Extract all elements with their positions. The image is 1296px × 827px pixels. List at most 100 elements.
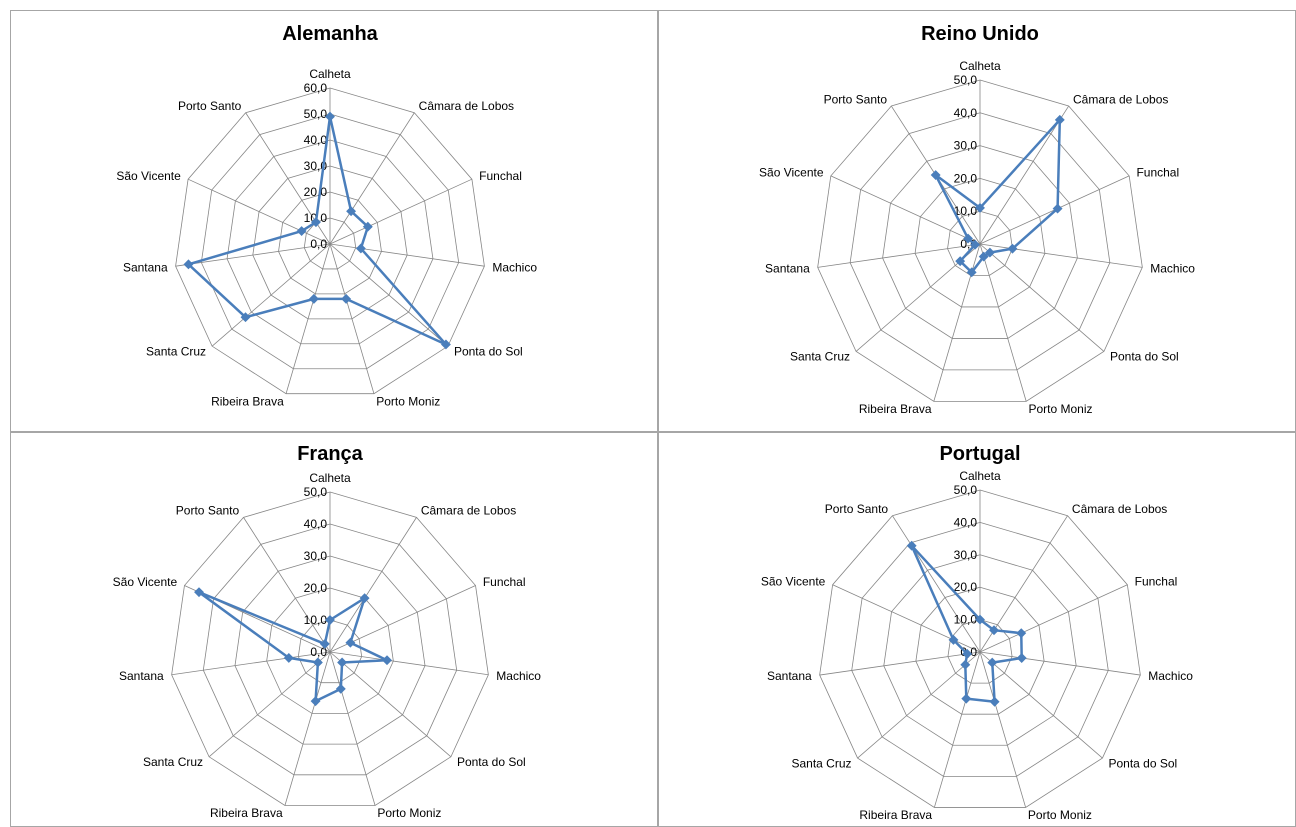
category-label-funchal: Funchal bbox=[479, 169, 522, 183]
grid-spoke bbox=[187, 178, 331, 245]
data-point-sao-vicente bbox=[296, 226, 307, 236]
data-point-machico bbox=[1007, 243, 1018, 254]
grid-spoke bbox=[329, 651, 376, 806]
grid-ring bbox=[297, 619, 363, 684]
grid-ring bbox=[819, 489, 1141, 808]
data-point-porto-santo bbox=[930, 170, 941, 180]
data-point-sao-vicente bbox=[194, 587, 204, 598]
grid-ring bbox=[278, 191, 382, 295]
chart-panel-border bbox=[658, 432, 1296, 827]
data-point-ponta-do-sol bbox=[440, 339, 451, 350]
tick-label: 10,0 bbox=[954, 204, 978, 218]
data-point-santa-cruz bbox=[960, 659, 971, 670]
grid-spoke bbox=[171, 651, 331, 676]
grid-spoke bbox=[819, 651, 981, 676]
grid-spoke bbox=[857, 651, 981, 759]
grid-ring bbox=[303, 217, 357, 270]
tick-label: 40,0 bbox=[304, 517, 328, 531]
tick-label: 10,0 bbox=[304, 613, 328, 627]
category-label-santa-cruz: Santa Cruz bbox=[790, 350, 850, 364]
data-point-funchal bbox=[345, 637, 356, 648]
radar-panel-reino-unido: Reino Unido0,010,020,030,040,050,0Calhet… bbox=[658, 10, 1296, 432]
tick-label: 20,0 bbox=[304, 185, 328, 199]
tick-label: 50,0 bbox=[304, 107, 328, 121]
grid-spoke bbox=[175, 243, 331, 267]
grid-spoke bbox=[979, 243, 1143, 268]
series-line bbox=[197, 590, 389, 703]
chart-title: França bbox=[297, 443, 363, 465]
category-label-machico: Machico bbox=[1148, 669, 1193, 683]
category-label-ponta-do-sol: Ponta do Sol bbox=[1110, 350, 1179, 364]
tick-label: 20,0 bbox=[304, 581, 328, 595]
tick-label: 60,0 bbox=[304, 81, 328, 95]
category-label-funchal: Funchal bbox=[1135, 574, 1178, 588]
category-label-machico: Machico bbox=[496, 669, 541, 683]
tick-label: 0,0 bbox=[310, 237, 327, 251]
category-label-porto-moniz: Porto Moniz bbox=[376, 394, 440, 408]
category-label-sao-vicente: São Vicente bbox=[759, 166, 824, 180]
category-label-santa-cruz: Santa Cruz bbox=[143, 755, 203, 769]
tick-label: 20,0 bbox=[954, 171, 978, 185]
tick-label: 50,0 bbox=[304, 485, 328, 499]
tick-label: 20,0 bbox=[954, 580, 978, 594]
grid-spoke bbox=[329, 585, 476, 653]
category-label-machico: Machico bbox=[492, 260, 537, 274]
tick-label: 10,0 bbox=[954, 613, 978, 627]
data-point-santana bbox=[970, 239, 981, 250]
chart-panel-border bbox=[10, 432, 658, 827]
category-label-ribeira-brava: Ribeira Brava bbox=[859, 402, 932, 416]
grid-spoke bbox=[329, 243, 485, 267]
grid-ring bbox=[915, 586, 1045, 715]
category-label-porto-santo: Porto Santo bbox=[178, 99, 242, 113]
tick-label: 30,0 bbox=[304, 159, 328, 173]
category-label-santana: Santana bbox=[765, 261, 810, 275]
data-point-porto-moniz bbox=[341, 293, 352, 304]
grid-spoke bbox=[243, 517, 331, 653]
data-point-ponta-do-sol bbox=[984, 247, 995, 258]
grid-spoke bbox=[329, 243, 449, 347]
category-label-ribeira-brava: Ribeira Brava bbox=[210, 806, 283, 820]
grid-spoke bbox=[329, 517, 417, 653]
category-label-santana: Santana bbox=[119, 669, 164, 683]
category-label-porto-santo: Porto Santo bbox=[176, 504, 240, 518]
grid-spoke bbox=[211, 243, 331, 347]
category-label-camara-de-lobos: Câmara de Lobos bbox=[419, 99, 514, 113]
series-line bbox=[910, 544, 1023, 703]
grid-spoke bbox=[830, 175, 981, 245]
data-point-calheta bbox=[975, 202, 985, 213]
data-point-porto-moniz bbox=[989, 696, 1000, 707]
data-point-camara-de-lobos bbox=[1054, 114, 1065, 125]
data-point-porto-moniz bbox=[978, 251, 989, 262]
category-label-funchal: Funchal bbox=[483, 575, 526, 589]
grid-spoke bbox=[329, 243, 375, 394]
tick-label: 40,0 bbox=[954, 106, 978, 120]
category-label-ponta-do-sol: Ponta do Sol bbox=[454, 344, 523, 358]
grid-ring bbox=[234, 555, 426, 745]
grid-ring bbox=[914, 177, 1046, 308]
grid-spoke bbox=[979, 651, 1103, 759]
grid-spoke bbox=[933, 651, 981, 808]
category-label-camara-de-lobos: Câmara de Lobos bbox=[1072, 502, 1167, 516]
grid-spoke bbox=[979, 651, 1141, 676]
grid-spoke bbox=[329, 178, 473, 245]
category-label-sao-vicente: São Vicente bbox=[113, 575, 178, 589]
grid-spoke bbox=[817, 243, 981, 268]
grid-ring bbox=[817, 79, 1143, 402]
category-label-porto-moniz: Porto Moniz bbox=[1028, 808, 1092, 822]
tick-label: 50,0 bbox=[954, 483, 978, 497]
grid-ring bbox=[947, 210, 1013, 276]
data-point-ribeira-brava bbox=[308, 293, 319, 304]
chart-title: Reino Unido bbox=[921, 23, 1039, 45]
category-label-santana: Santana bbox=[767, 669, 812, 683]
tick-label: 40,0 bbox=[304, 133, 328, 147]
data-point-funchal bbox=[362, 221, 373, 232]
data-point-machico bbox=[1016, 653, 1027, 663]
data-point-porto-santo bbox=[310, 217, 321, 228]
grid-spoke bbox=[329, 112, 415, 245]
category-label-ponta-do-sol: Ponta do Sol bbox=[457, 755, 526, 769]
data-point-sao-vicente bbox=[963, 233, 974, 244]
grid-spoke bbox=[208, 651, 331, 758]
grid-spoke bbox=[329, 651, 489, 676]
